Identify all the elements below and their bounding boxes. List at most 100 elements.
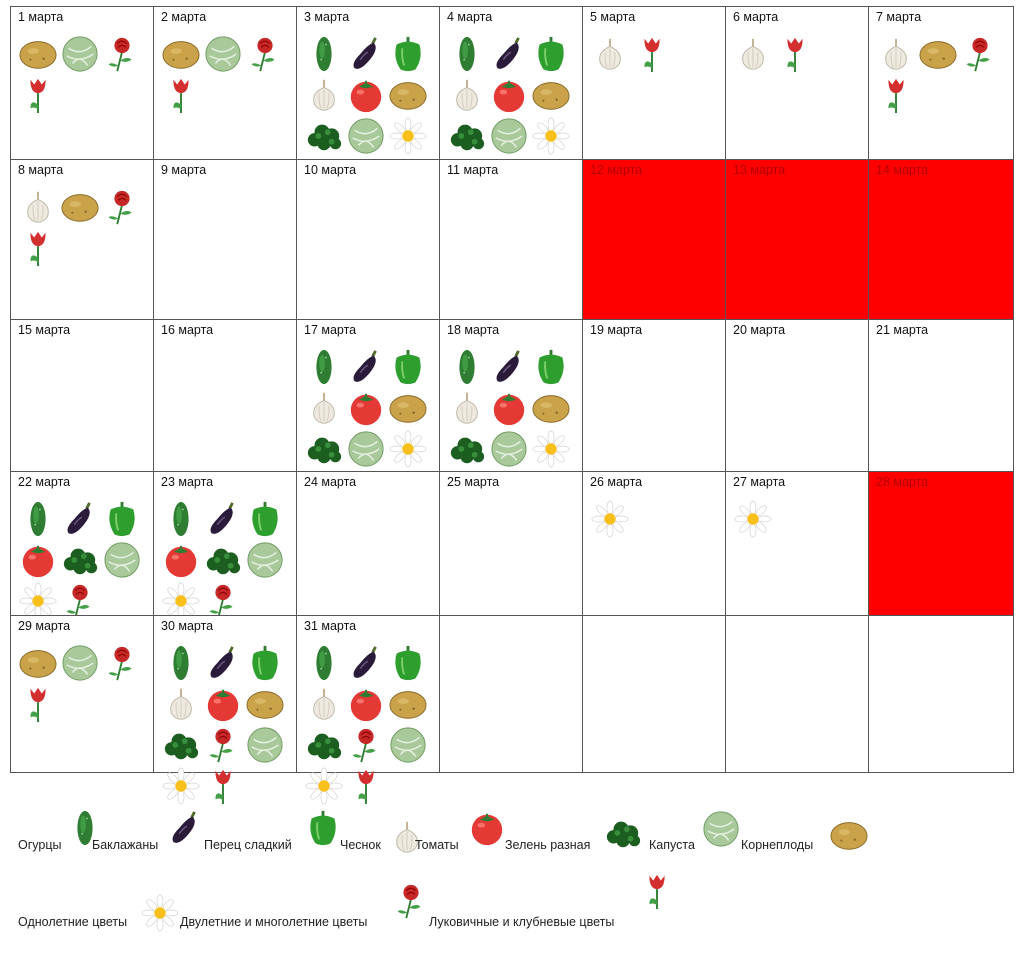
cabbage-icon (347, 430, 385, 468)
day-label: 20 марта (733, 323, 786, 337)
potato-icon (246, 685, 284, 723)
garlic-icon (305, 76, 343, 114)
calendar-day: 6 марта (725, 6, 869, 160)
calendar-day: 7 марта (868, 6, 1014, 160)
rose-icon (392, 878, 430, 924)
pepper-icon (246, 644, 284, 682)
tulip-icon (633, 35, 671, 73)
crop-icons (305, 35, 435, 196)
tomato-icon (347, 389, 385, 427)
day-label: 23 марта (161, 475, 214, 489)
cucumber-icon (162, 500, 200, 538)
garlic-icon (162, 685, 200, 723)
pepper-icon (532, 35, 570, 73)
rose-icon (61, 582, 99, 620)
day-label: 16 марта (161, 323, 214, 337)
legend-label-annual-flowers: Однолетние цветы (18, 915, 128, 929)
cabbage-icon (702, 806, 740, 852)
legend-label-tomatoes: Томаты (415, 838, 459, 852)
crop-icons (305, 644, 435, 805)
day-label: 18 марта (447, 323, 500, 337)
rose-icon (204, 582, 242, 620)
tomato-icon (468, 805, 506, 851)
calendar-empty-cell (582, 615, 726, 773)
day-label: 1 марта (18, 10, 64, 24)
rose-icon (204, 726, 242, 764)
calendar-day: 24 марта (296, 471, 440, 616)
tulip-icon (19, 685, 57, 723)
calendar-day: 5 марта (582, 6, 726, 160)
daisy-icon (389, 430, 427, 468)
potato-icon (61, 188, 99, 226)
potato-icon (389, 685, 427, 723)
day-label: 8 марта (18, 163, 64, 177)
daisy-icon (591, 500, 629, 538)
crop-icons (591, 35, 721, 157)
garlic-icon (734, 35, 772, 73)
eggplant-icon (166, 805, 204, 851)
day-label: 9 марта (161, 163, 207, 177)
day-label: 26 марта (590, 475, 643, 489)
day-label: 7 марта (876, 10, 922, 24)
potato-icon (19, 35, 57, 73)
greens-icon (305, 117, 343, 155)
potato-icon (162, 35, 200, 73)
crop-icons (591, 500, 721, 613)
daisy-icon (162, 767, 200, 805)
crop-icons (448, 348, 578, 508)
greens-icon (305, 430, 343, 468)
tulip-icon (204, 767, 242, 805)
day-label: 2 марта (161, 10, 207, 24)
calendar-day: 17 марта (296, 319, 440, 508)
cucumber-icon (162, 644, 200, 682)
cucumber-icon (448, 348, 486, 386)
calendar-day: 23 марта (153, 471, 297, 620)
eggplant-icon (347, 348, 385, 386)
cabbage-icon (204, 35, 242, 73)
legend-label-sweet-pepper: Перец сладкий (204, 838, 292, 852)
day-label: 19 марта (590, 323, 643, 337)
calendar-day: 15 марта (10, 319, 154, 472)
cabbage-icon (103, 541, 141, 579)
rose-icon (961, 35, 999, 73)
legend-label-cucumbers: Огурцы (18, 838, 62, 852)
potato-icon (532, 76, 570, 114)
planting-calendar: 1 марта 2 марта 3 марта 4 марта 5 марта 6 мар… (10, 6, 1014, 805)
tomato-icon (19, 541, 57, 579)
greens-icon (448, 430, 486, 468)
rose-icon (246, 35, 284, 73)
cabbage-icon (246, 541, 284, 579)
calendar-day: 18 марта (439, 319, 583, 508)
crop-icons (19, 644, 149, 770)
daisy-icon (141, 890, 179, 936)
calendar-day: 2 марта (153, 6, 297, 160)
garlic-icon (305, 389, 343, 427)
eggplant-icon (490, 348, 528, 386)
tulip-icon (19, 229, 57, 267)
legend-label-root-crops: Корнеплоды (741, 838, 814, 852)
tomato-icon (347, 685, 385, 723)
tomato-icon (490, 389, 528, 427)
calendar-day: 20 марта (725, 319, 869, 472)
day-label: 14 марта (876, 163, 929, 177)
crop-icons (734, 500, 864, 613)
pepper-icon (389, 35, 427, 73)
pepper-icon (103, 500, 141, 538)
calendar-day: 4 марта (439, 6, 583, 196)
greens-icon (305, 726, 343, 764)
daisy-icon (389, 117, 427, 155)
daisy-icon (734, 500, 772, 538)
legend-label-cabbage: Капуста (649, 838, 695, 852)
greens-icon (604, 810, 642, 856)
cucumber-icon (448, 35, 486, 73)
calendar-empty-cell (868, 615, 1014, 773)
potato-icon (19, 644, 57, 682)
garlic-icon (19, 188, 57, 226)
crop-icons (162, 644, 292, 805)
day-label: 4 марта (447, 10, 493, 24)
day-label: 21 марта (876, 323, 929, 337)
calendar-day: 27 марта (725, 471, 869, 616)
cucumber-icon (305, 35, 343, 73)
legend-label-garlic: Чеснок (340, 838, 381, 852)
garlic-icon (448, 76, 486, 114)
